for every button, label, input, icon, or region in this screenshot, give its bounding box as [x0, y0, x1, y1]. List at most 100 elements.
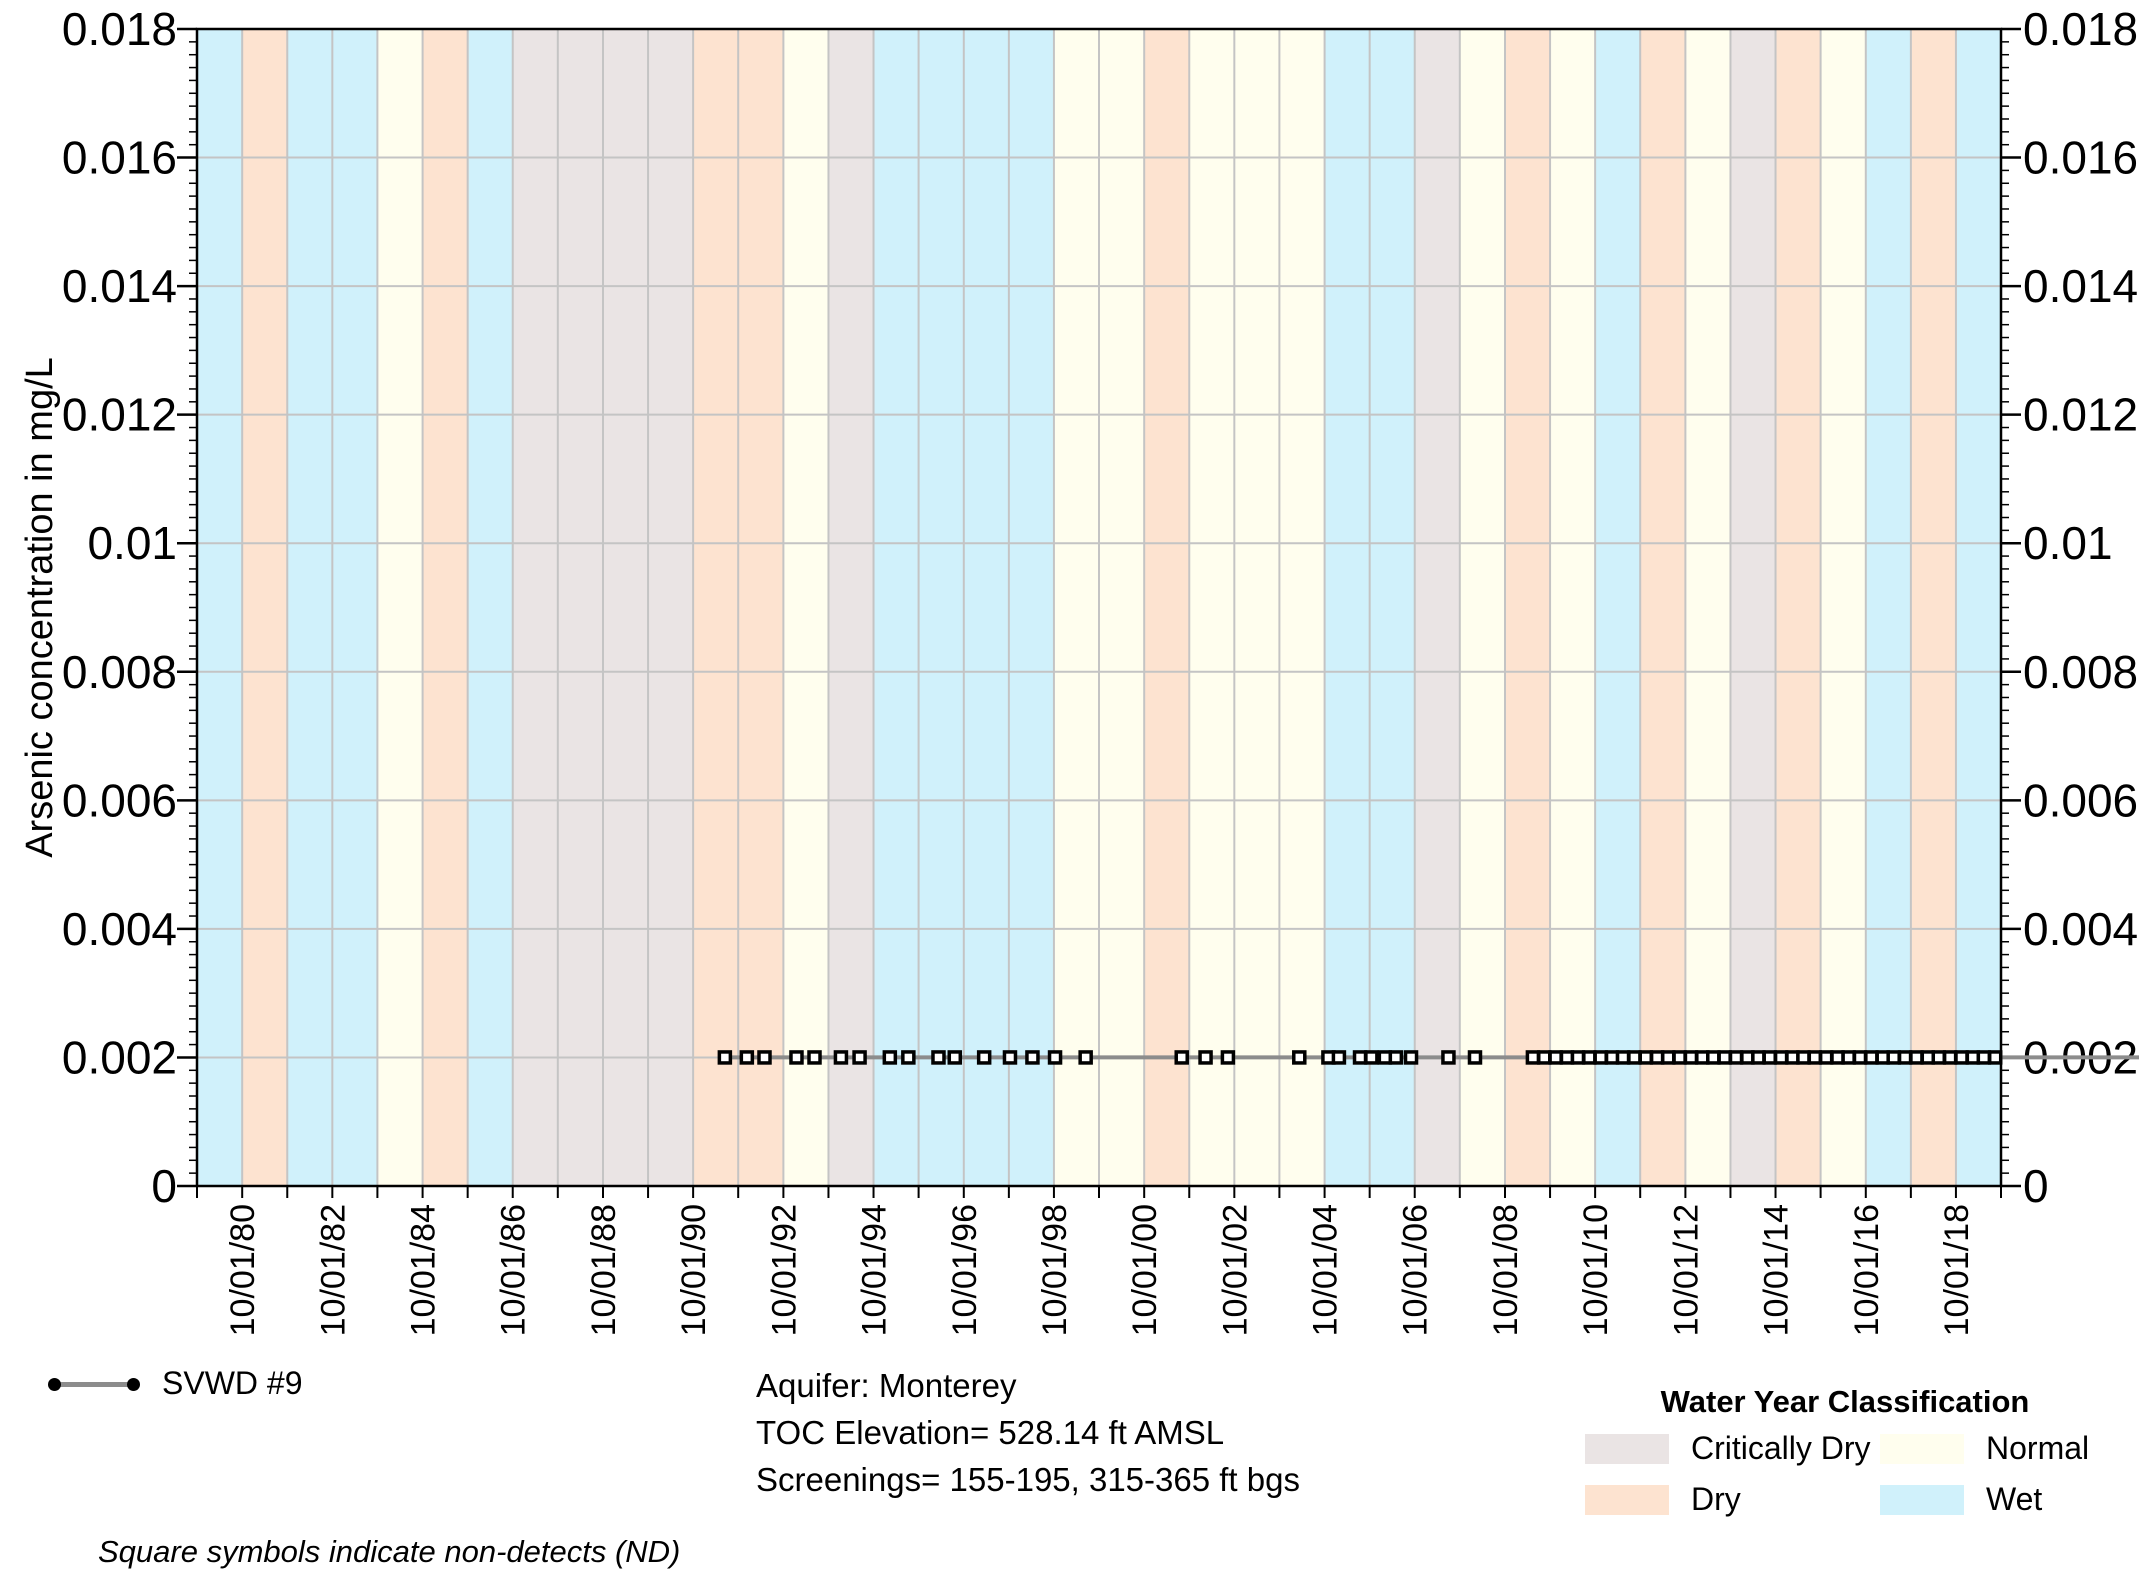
water-year-band [512, 29, 558, 1186]
water-year-band [1459, 29, 1505, 1186]
y-tick-label-right: 0.006 [2023, 774, 2138, 826]
water-year-band [1279, 29, 1325, 1186]
nd-square-marker [739, 1050, 755, 1065]
y-tick-label-left: 0.004 [62, 903, 177, 955]
x-tick-label: 10/01/18 [1938, 1204, 1976, 1336]
nd-square-marker [1773, 1050, 1789, 1065]
wet-swatch [1880, 1484, 1964, 1515]
water-year-band [1053, 29, 1099, 1186]
nd-square-marker [1047, 1050, 1063, 1065]
nd-square-marker [1352, 1050, 1368, 1065]
water-year-band [1865, 29, 1911, 1186]
water-year-band [1008, 29, 1054, 1186]
water-year-band [422, 29, 468, 1186]
chart-grid [197, 28, 2001, 1187]
y-tick-label-right: 0.018 [2023, 3, 2138, 55]
nd-square-marker [1570, 1050, 1586, 1065]
series-svwd9 [717, 1050, 2139, 1065]
nd-square-marker [1672, 1050, 1687, 1065]
water-year-band [1955, 29, 2001, 1186]
nd-square-marker [1987, 1050, 2003, 1065]
water-year-band [1820, 29, 1866, 1186]
water-year-band [197, 29, 243, 1186]
water-year-band [1369, 29, 1415, 1186]
nd-square-marker [1403, 1050, 1419, 1065]
water-year-band [1189, 29, 1235, 1186]
water-year-band [467, 29, 513, 1186]
y-tick-label-left: 0.012 [62, 389, 177, 441]
nd-square-marker [1841, 1050, 1856, 1065]
nd-square-marker [1954, 1050, 1969, 1065]
y-tick-label-left: 0.006 [62, 774, 177, 826]
normal-label: Normal [1986, 1430, 2090, 1466]
x-tick-label: 10/01/98 [1036, 1204, 1074, 1336]
water-year-band [783, 29, 829, 1186]
nd-square-marker [717, 1050, 733, 1065]
series-legend: SVWD #9 [48, 1365, 302, 1402]
nd-square-marker [1909, 1050, 1924, 1065]
nd-square-marker [1897, 1050, 1913, 1065]
x-tick-label: 10/01/96 [946, 1204, 984, 1336]
nd-square-marker [882, 1050, 898, 1065]
nd-square-marker [807, 1050, 822, 1065]
water-year-band [242, 29, 288, 1186]
nd-square-marker [1537, 1050, 1552, 1065]
toc-elevation-text: TOC Elevation= 528.14 ft AMSL [756, 1414, 1225, 1451]
water-year-band [828, 29, 874, 1186]
water-year-band [1144, 29, 1190, 1186]
water-year-band [693, 29, 739, 1186]
y-tick-label-right: 0.004 [2023, 903, 2138, 955]
y-tick-label-right: 0.012 [2023, 389, 2138, 441]
nd-square-marker [1751, 1050, 1766, 1065]
water-year-band [1099, 29, 1145, 1186]
y-tick-label-right: 0 [2023, 1160, 2049, 1212]
x-tick-label: 10/01/04 [1307, 1204, 1345, 1336]
water-year-band [1730, 29, 1776, 1186]
y-tick-label-left: 0.014 [62, 260, 177, 312]
nd-square-marker [1807, 1050, 1823, 1065]
water-year-band [648, 29, 694, 1186]
x-tick-label: 10/01/84 [405, 1204, 443, 1336]
nd-square-marker [1002, 1050, 1018, 1065]
dry-swatch [1585, 1484, 1669, 1515]
water-year-band [1595, 29, 1641, 1186]
non-detect-note: Square symbols indicate non-detects (ND) [98, 1534, 681, 1569]
screenings-text: Screenings= 155-195, 315-365 ft bgs [756, 1461, 1300, 1498]
nd-square-marker [976, 1050, 992, 1065]
x-tick-label: 10/01/94 [856, 1204, 894, 1336]
nd-square-marker [1796, 1050, 1811, 1065]
nd-square-marker [1388, 1050, 1404, 1065]
nd-square-marker [1198, 1050, 1213, 1065]
nd-square-marker [1830, 1050, 1845, 1065]
x-tick-label: 10/01/00 [1126, 1204, 1164, 1336]
nd-square-marker [1441, 1050, 1456, 1065]
y-tick-label-left: 0 [151, 1160, 177, 1212]
series-line-swatch [48, 1369, 140, 1399]
nd-square-marker [1728, 1050, 1744, 1065]
nd-square-marker [1525, 1050, 1541, 1065]
water-year-band [602, 29, 649, 1186]
x-tick-label: 10/01/88 [585, 1204, 623, 1336]
water-year-band [557, 29, 603, 1186]
y-tick-label-right: 0.014 [2023, 260, 2138, 312]
water-year-band [1910, 29, 1956, 1186]
nd-square-marker [1852, 1050, 1868, 1065]
water-year-band [377, 29, 423, 1186]
wet-label: Wet [1986, 1481, 2043, 1517]
well-info: Aquifer: Monterey TOC Elevation= 528.14 … [756, 1362, 1300, 1503]
y-tick-label-left: 0.016 [62, 132, 177, 184]
y-tick-label-right: 0.008 [2023, 646, 2138, 698]
legend-item-dry: Dry [1585, 1481, 1880, 1518]
nd-square-marker [1467, 1050, 1483, 1065]
x-tick-label: 10/01/06 [1397, 1204, 1435, 1336]
nd-square-marker [1174, 1050, 1189, 1065]
nd-square-marker [1649, 1050, 1665, 1065]
nd-square-marker [1025, 1050, 1040, 1065]
water-year-band [1550, 29, 1596, 1186]
water-year-band [1775, 29, 1821, 1186]
y-tick-label-right: 0.01 [2023, 517, 2113, 569]
y-tick-label-left: 0.018 [62, 3, 177, 55]
nd-square-marker [852, 1050, 867, 1065]
nd-square-marker [1331, 1050, 1347, 1065]
water-year-band [287, 29, 333, 1186]
